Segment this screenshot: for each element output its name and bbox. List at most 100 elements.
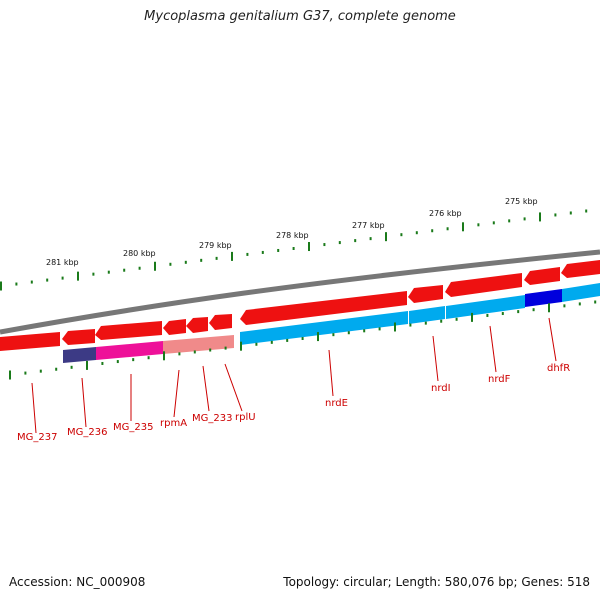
gene-label[interactable]: rpmA — [160, 418, 187, 429]
feature-nrdi[interactable] — [409, 306, 445, 324]
inner-minor-tick — [178, 352, 181, 356]
inner-minor-tick — [255, 342, 258, 346]
feature-nrdf[interactable] — [446, 295, 525, 319]
gene-leader-line — [173, 369, 180, 418]
inner-minor-tick — [424, 321, 427, 325]
gene-label[interactable]: nrdI — [431, 383, 451, 394]
inner-minor-tick — [378, 327, 381, 331]
cds-arrow-dhfr[interactable] — [524, 267, 560, 285]
outer-minor-tick — [369, 237, 372, 241]
outer-minor-tick — [61, 276, 64, 280]
gene-leader-line — [31, 382, 37, 434]
gene-label-group: MG_237 MG_236 MG_235 rpmA MG_233 rplU nrdE nrdI… — [17, 317, 570, 443]
outer-minor-tick — [184, 260, 187, 264]
feature-next[interactable] — [562, 283, 600, 302]
outer-minor-tick — [477, 223, 480, 227]
inner-major-tick — [240, 341, 242, 351]
inner-minor-tick — [501, 312, 504, 316]
inner-minor-tick — [563, 304, 566, 308]
feature-nrde[interactable] — [240, 311, 408, 345]
feature-mg236[interactable] — [63, 347, 96, 363]
inner-major-tick — [394, 322, 396, 332]
outer-minor-tick — [123, 268, 126, 272]
outer-minor-tick — [415, 231, 418, 235]
cds-arrow-mg237[interactable] — [0, 332, 60, 351]
inner-minor-tick — [147, 356, 150, 360]
inner-minor-tick — [409, 323, 412, 327]
inner-minor-tick — [363, 329, 366, 333]
inner-minor-tick — [224, 346, 227, 350]
genome-backbone — [0, 249, 600, 335]
gene-label[interactable]: MG_233 — [192, 413, 232, 424]
outer-major-tick — [539, 212, 541, 222]
gene-label[interactable]: rplU — [235, 412, 256, 423]
inner-minor-tick — [455, 317, 458, 321]
inner-major-tick — [471, 312, 473, 322]
inner-minor-tick — [24, 371, 27, 375]
outer-major-tick — [462, 222, 464, 232]
cds-arrow-mg236[interactable] — [62, 329, 95, 345]
outer-minor-tick — [138, 266, 141, 270]
inner-minor-tick — [116, 360, 119, 364]
outer-minor-tick — [15, 282, 18, 286]
kbp-label: 279 kbp — [199, 241, 232, 250]
inner-minor-tick — [55, 367, 58, 371]
gene-leader-line — [328, 349, 334, 397]
outer-minor-tick — [261, 250, 264, 254]
kbp-scale-labels: 281 kbp 280 kbp 279 kbp 278 kbp 277 kbp 276 k… — [46, 197, 538, 267]
gene-leader-line — [432, 335, 439, 382]
kbp-label: 277 kbp — [352, 221, 385, 230]
outer-minor-tick — [323, 243, 326, 247]
outer-minor-tick — [492, 221, 495, 225]
feature-track — [63, 283, 600, 363]
cds-arrow-mg235[interactable] — [95, 321, 162, 340]
outer-minor-tick — [92, 272, 95, 276]
gene-label[interactable]: dhfR — [547, 363, 570, 374]
cds-arrow-nrdf[interactable] — [445, 273, 522, 297]
inner-tick-ring — [9, 300, 597, 380]
inner-minor-tick — [301, 337, 304, 340]
cds-arrow-nrdi[interactable] — [408, 285, 443, 303]
gene-label[interactable]: nrdE — [325, 398, 348, 409]
cds-arrow-mg233[interactable] — [186, 317, 208, 333]
outer-minor-tick — [585, 209, 588, 213]
feature-dhfr[interactable] — [525, 289, 562, 307]
feature-rpma-rplu[interactable] — [163, 335, 234, 354]
inner-minor-tick — [347, 331, 350, 335]
gene-leader-line — [489, 325, 497, 373]
gene-label[interactable]: MG_235 — [113, 422, 153, 433]
outer-tick-ring — [0, 209, 588, 291]
outer-minor-tick — [30, 280, 33, 284]
gene-label[interactable]: MG_236 — [67, 427, 107, 438]
kbp-label: 278 kbp — [276, 231, 309, 240]
outer-minor-tick — [523, 217, 526, 221]
cds-arrow-rpma[interactable] — [163, 319, 186, 335]
inner-minor-tick — [332, 333, 335, 337]
feature-mg235[interactable] — [96, 341, 163, 360]
inner-major-tick — [86, 360, 88, 370]
gene-leader-line — [548, 317, 557, 362]
kbp-label: 275 kbp — [505, 197, 538, 206]
cds-arrow-next[interactable] — [561, 260, 600, 278]
gene-label[interactable]: MG_237 — [17, 432, 57, 443]
cds-arrow-rplu[interactable] — [209, 314, 232, 330]
inner-minor-tick — [270, 340, 273, 344]
accession-text: Accession: NC_000908 — [9, 575, 146, 589]
outer-minor-tick — [200, 258, 203, 262]
outer-minor-tick — [277, 248, 280, 252]
inner-minor-tick — [578, 302, 581, 306]
gene-label[interactable]: nrdF — [488, 374, 511, 385]
cds-arrow-nrde[interactable] — [240, 291, 407, 325]
outer-major-tick — [0, 281, 2, 291]
outer-major-tick — [154, 261, 156, 271]
outer-minor-tick — [107, 270, 110, 274]
outer-minor-tick — [338, 241, 341, 245]
genome-summary-text: Topology: circular; Length: 580,076 bp; … — [283, 575, 590, 589]
kbp-label: 281 kbp — [46, 258, 79, 267]
inner-major-tick — [317, 332, 319, 342]
inner-minor-tick — [39, 369, 42, 373]
inner-major-tick — [163, 351, 165, 361]
outer-minor-tick — [431, 229, 434, 233]
outer-minor-tick — [292, 247, 295, 250]
